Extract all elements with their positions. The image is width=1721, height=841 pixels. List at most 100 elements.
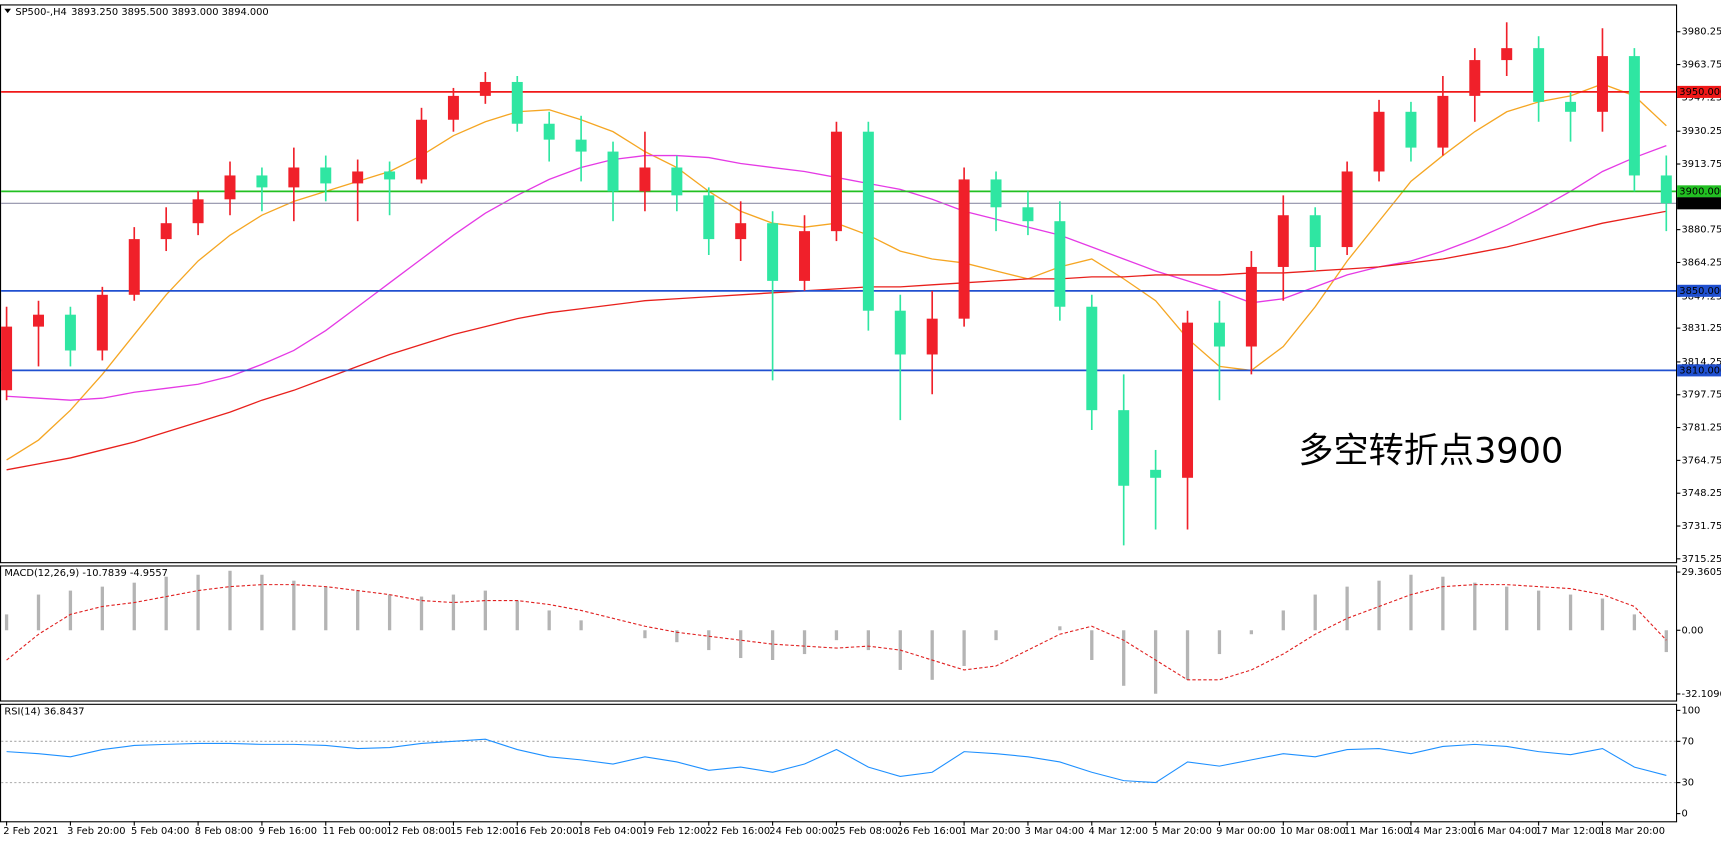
x-tick-label: 1 Mar 20:00 bbox=[961, 826, 1021, 837]
candle-body bbox=[1150, 469, 1162, 478]
y-tick-label: 0.00 bbox=[1681, 625, 1703, 636]
level-label-bg bbox=[1677, 284, 1721, 297]
x-tick-label: 2 Feb 2021 bbox=[3, 826, 58, 837]
candle-body bbox=[639, 167, 651, 192]
y-tick-label: 3748.250 bbox=[1681, 488, 1721, 499]
y-tick-label: 30 bbox=[1681, 778, 1694, 789]
candle-body bbox=[1469, 60, 1481, 96]
x-tick-label: 18 Mar 20:00 bbox=[1599, 826, 1665, 837]
candle-body bbox=[479, 81, 491, 96]
candle-body bbox=[1309, 215, 1321, 248]
panel-title: MACD(12,26,9) -10.7839 -4.9557 bbox=[4, 568, 168, 579]
level-label-bg bbox=[1677, 364, 1721, 377]
y-tick-label: 3864.250 bbox=[1681, 257, 1721, 268]
x-tick-label: 16 Feb 20:00 bbox=[514, 826, 579, 837]
y-tick-label: 29.3605 bbox=[1681, 567, 1721, 578]
rsi-line bbox=[6, 738, 1667, 784]
macd-signal bbox=[6, 584, 1667, 681]
candle-body bbox=[416, 119, 428, 180]
menu-arrow[interactable] bbox=[4, 8, 11, 14]
level-label: 3810.000 bbox=[1679, 365, 1721, 376]
panel-title: RSI(14) 36.8437 bbox=[4, 706, 84, 717]
x-tick-label: 9 Feb 16:00 bbox=[259, 826, 317, 837]
y-tick-label: 100 bbox=[1681, 705, 1700, 716]
y-tick-label: 3831.250 bbox=[1681, 323, 1721, 334]
candle-body bbox=[735, 223, 747, 240]
candle-body bbox=[671, 167, 683, 196]
x-tick-label: 5 Feb 04:00 bbox=[131, 826, 189, 837]
candle-body bbox=[1341, 171, 1353, 248]
candle-body bbox=[1022, 207, 1034, 222]
x-tick-label: 17 Mar 12:00 bbox=[1535, 826, 1601, 837]
candle-body bbox=[543, 123, 555, 140]
y-tick-label: 0 bbox=[1681, 809, 1687, 820]
candle-body bbox=[288, 167, 300, 188]
candle-body bbox=[352, 171, 364, 184]
candle-body bbox=[511, 81, 523, 124]
candle-body bbox=[958, 179, 970, 319]
candle-body bbox=[1054, 221, 1066, 307]
candle-body bbox=[1565, 101, 1577, 112]
level-label: 3894.000 bbox=[1679, 198, 1721, 209]
y-tick-label: 3913.750 bbox=[1681, 159, 1721, 170]
candle-body bbox=[767, 223, 779, 281]
price-panel bbox=[0, 4, 1678, 564]
y-tick-label: 70 bbox=[1681, 736, 1694, 747]
candle-body bbox=[384, 171, 396, 180]
x-tick-label: 16 Mar 04:00 bbox=[1471, 826, 1537, 837]
candle-body bbox=[862, 131, 874, 311]
x-tick-label: 15 Feb 12:00 bbox=[450, 826, 515, 837]
chart-title: SP500-,H4 bbox=[15, 7, 66, 18]
y-tick-label: 3764.750 bbox=[1681, 455, 1721, 466]
annotation: 多空转折点3900 bbox=[1298, 430, 1563, 471]
candle-body bbox=[33, 314, 44, 327]
candle-body bbox=[830, 131, 842, 232]
candle-body bbox=[1086, 306, 1098, 411]
y-tick-label: 3715.250 bbox=[1681, 554, 1721, 565]
candle-body bbox=[1373, 111, 1385, 172]
x-tick-label: 19 Feb 12:00 bbox=[642, 826, 707, 837]
y-tick-label: 3731.750 bbox=[1681, 521, 1721, 532]
level-label: 3900.000 bbox=[1679, 186, 1721, 197]
y-tick-label: 3930.250 bbox=[1681, 126, 1721, 137]
candle-body bbox=[1533, 48, 1545, 102]
x-tick-label: 5 Mar 20:00 bbox=[1152, 826, 1212, 837]
candle-body bbox=[990, 179, 1002, 208]
candle-body bbox=[320, 167, 332, 184]
candle-body bbox=[96, 294, 108, 351]
candle-body bbox=[1213, 322, 1225, 347]
y-tick-label: -32.1096 bbox=[1681, 689, 1721, 700]
candle-body bbox=[1118, 410, 1130, 486]
y-tick-label: 3781.250 bbox=[1681, 423, 1721, 434]
candle-body bbox=[1628, 56, 1640, 176]
candle-body bbox=[1182, 322, 1194, 478]
candle-body bbox=[128, 239, 140, 295]
ohlc-readout: 3893.250 3895.500 3893.000 3894.000 bbox=[71, 7, 269, 18]
x-tick-label: 14 Mar 23:00 bbox=[1408, 826, 1474, 837]
x-tick-label: 12 Feb 08:00 bbox=[386, 826, 451, 837]
x-tick-label: 18 Feb 04:00 bbox=[578, 826, 643, 837]
candle-body bbox=[703, 195, 715, 240]
y-tick-label: 3880.750 bbox=[1681, 225, 1721, 236]
moving-average bbox=[6, 210, 1667, 471]
x-tick-label: 11 Mar 16:00 bbox=[1344, 826, 1410, 837]
x-tick-label: 25 Feb 08:00 bbox=[833, 826, 898, 837]
candle-body bbox=[224, 175, 236, 200]
candle-body bbox=[607, 151, 619, 192]
x-tick-label: 22 Feb 16:00 bbox=[705, 826, 770, 837]
candle-body bbox=[926, 318, 938, 355]
y-tick-label: 3814.250 bbox=[1681, 357, 1721, 368]
candle-body bbox=[1, 326, 13, 391]
level-label: 3850.000 bbox=[1679, 286, 1721, 297]
x-tick-label: 9 Mar 00:00 bbox=[1216, 826, 1276, 837]
candle-body bbox=[64, 314, 76, 351]
candle-body bbox=[1596, 56, 1608, 112]
candle-body bbox=[1405, 111, 1417, 148]
level-label-bg bbox=[1677, 185, 1721, 198]
candle-body bbox=[447, 95, 459, 120]
candle-body bbox=[1245, 266, 1257, 347]
candle-body bbox=[894, 310, 906, 355]
